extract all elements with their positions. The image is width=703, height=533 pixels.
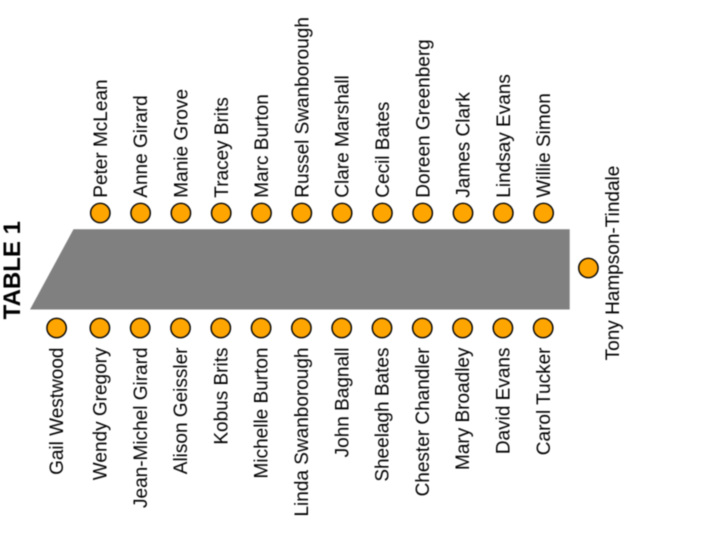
svg-text:Clare Marshall: Clare Marshall [333,75,354,197]
svg-text:Lindsay Evans: Lindsay Evans [494,74,515,198]
svg-text:TABLE 1: TABLE 1 [0,221,26,319]
svg-text:John Bagnall: John Bagnall [332,348,353,458]
svg-text:Wendy Gregory: Wendy Gregory [91,347,112,480]
svg-text:Russel Swanborough: Russel Swanborough [292,17,313,198]
svg-text:Chester Chandler: Chester Chandler [413,347,434,497]
svg-text:David Evans: David Evans [494,348,515,455]
svg-text:Marc Burton: Marc Burton [252,94,273,197]
svg-text:James Clark: James Clark [454,92,475,198]
svg-text:Alison Geissler: Alison Geissler [171,347,192,474]
svg-text:Carol Tucker: Carol Tucker [534,347,555,455]
svg-text:Gail Westwood: Gail Westwood [47,348,68,475]
svg-text:Kobus Brits: Kobus Brits [211,348,232,445]
svg-text:Michelle Burton: Michelle Burton [252,348,273,479]
svg-text:Sheelagh Bates: Sheelagh Bates [373,347,394,481]
svg-text:Anne Girard: Anne Girard [131,95,152,197]
svg-text:Mary Broadley: Mary Broadley [453,347,474,470]
svg-text:Doreen Greenberg: Doreen Greenberg [413,39,434,197]
svg-text:Manie Grove: Manie Grove [172,89,193,198]
svg-text:Cecil Bates: Cecil Bates [373,102,394,198]
svg-text:Tony Hampson-Tindale: Tony Hampson-Tindale [603,166,624,361]
svg-text:Jean-Michel Girard: Jean-Michel Girard [131,348,152,509]
svg-text:Tracey Brits: Tracey Brits [212,97,233,198]
svg-text:Peter McLean: Peter McLean [91,79,112,197]
svg-text:Linda Swanborough: Linda Swanborough [292,348,313,517]
svg-text:Willie Simon: Willie Simon [534,93,555,198]
